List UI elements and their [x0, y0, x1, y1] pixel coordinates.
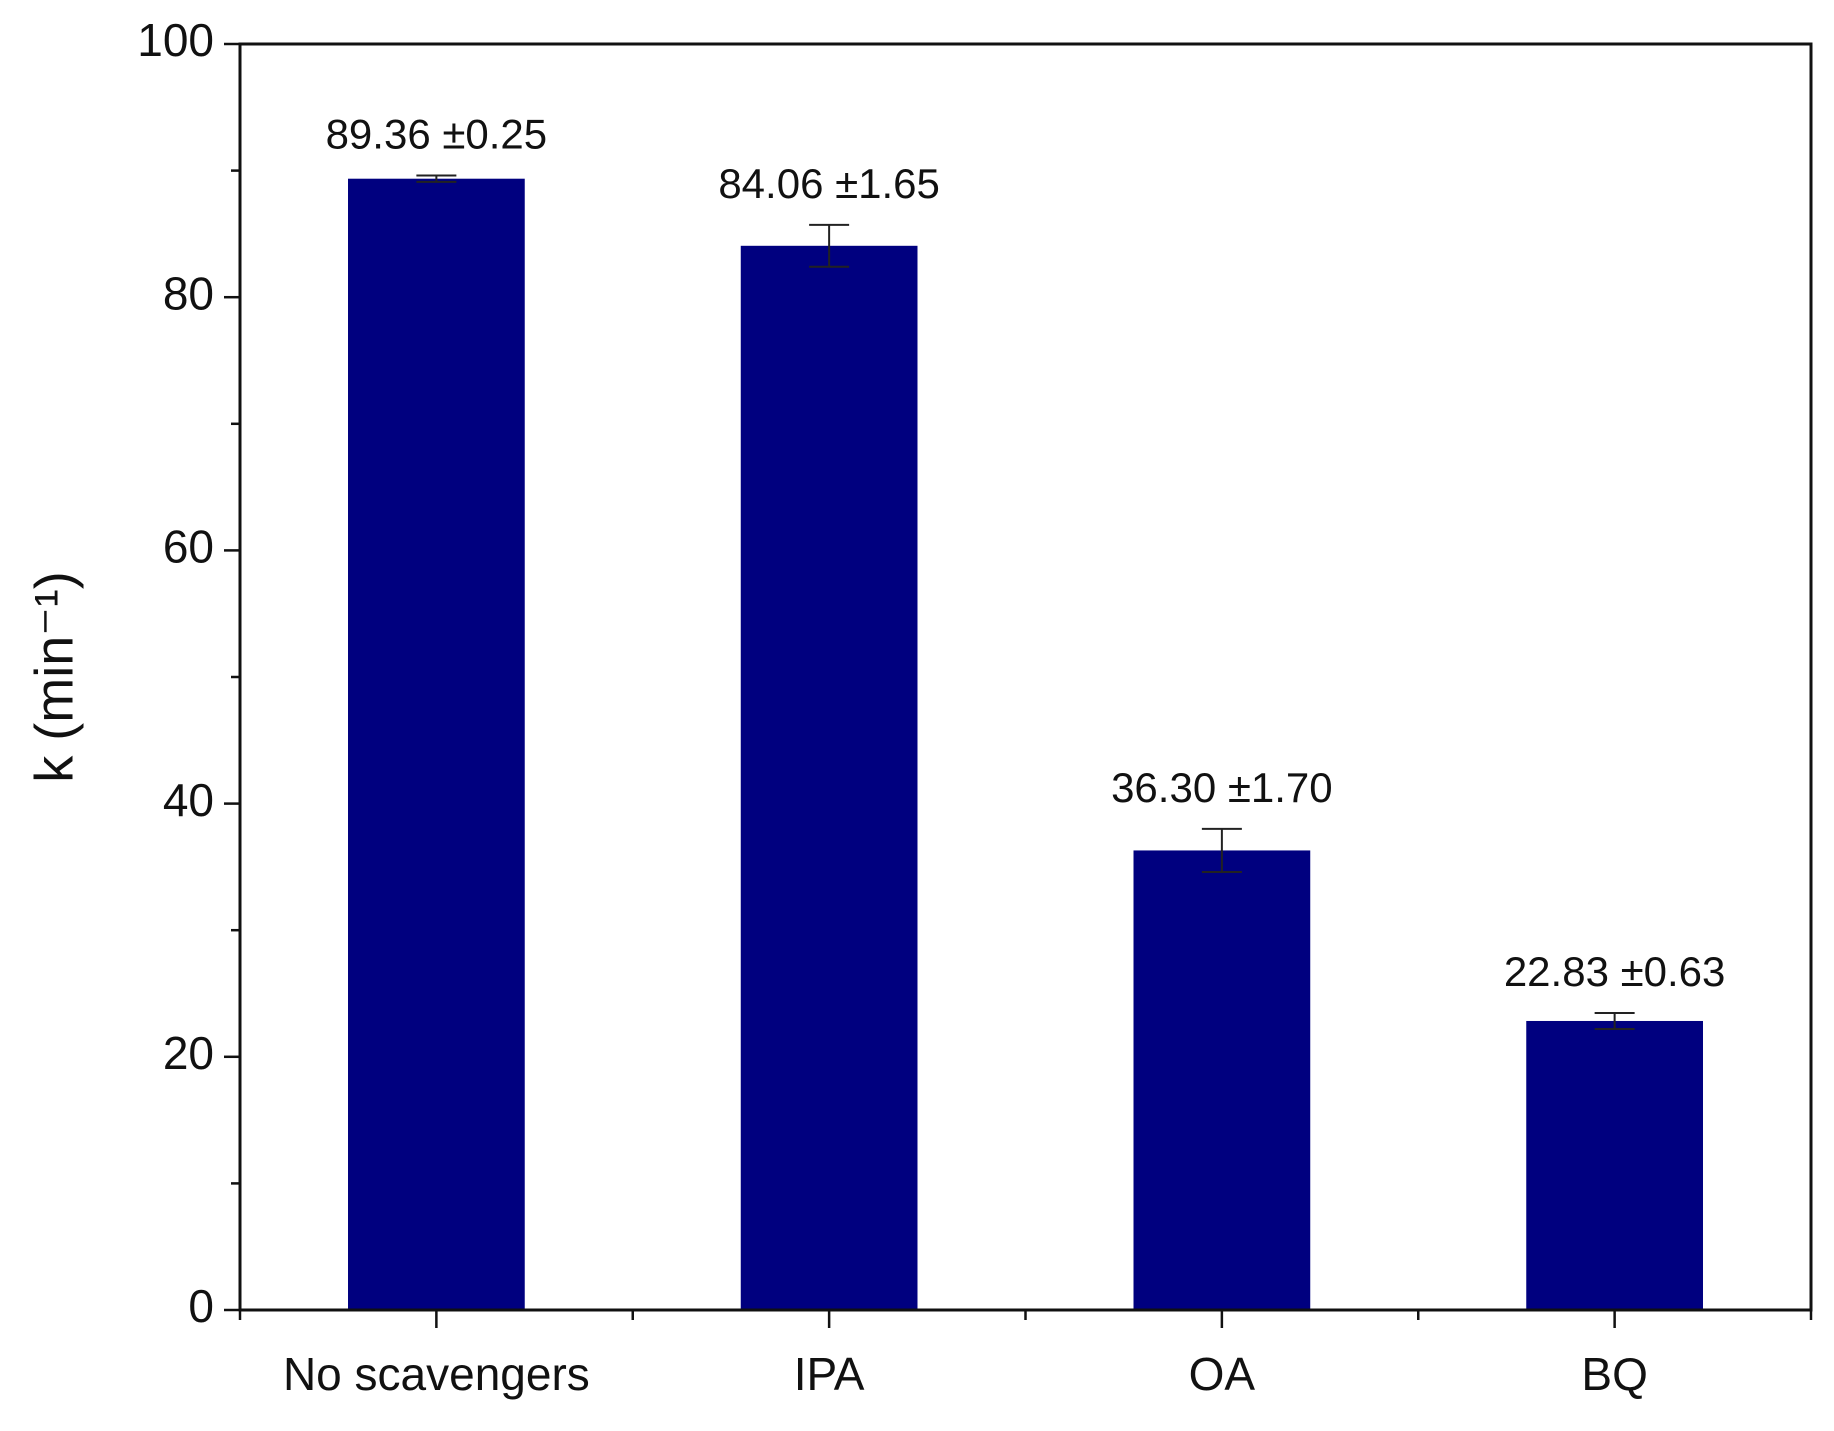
x-tick-label: OA: [1189, 1348, 1256, 1400]
value-label: 22.83 ±0.63: [1504, 948, 1726, 995]
y-tick-label: 80: [163, 267, 214, 319]
bar: [348, 178, 525, 1310]
y-tick-label: 40: [163, 774, 214, 826]
bar: [1526, 1020, 1703, 1310]
bar: [740, 245, 918, 1310]
bar: [1133, 850, 1311, 1310]
x-tick-label: IPA: [794, 1348, 865, 1400]
value-label: 89.36 ±0.25: [326, 111, 548, 158]
x-tick-label: BQ: [1581, 1348, 1647, 1400]
x-tick-label: No scavengers: [283, 1348, 590, 1400]
y-axis-label: k (min⁻¹): [24, 571, 84, 782]
y-tick-label: 100: [137, 14, 214, 66]
plot-frame: [238, 42, 1813, 1312]
y-tick-label: 0: [188, 1280, 214, 1332]
value-label: 36.30 ±1.70: [1111, 764, 1333, 811]
y-tick-label: 20: [163, 1027, 214, 1079]
y-tick-label: 60: [163, 521, 214, 573]
value-label: 84.06 ±1.65: [718, 160, 940, 207]
